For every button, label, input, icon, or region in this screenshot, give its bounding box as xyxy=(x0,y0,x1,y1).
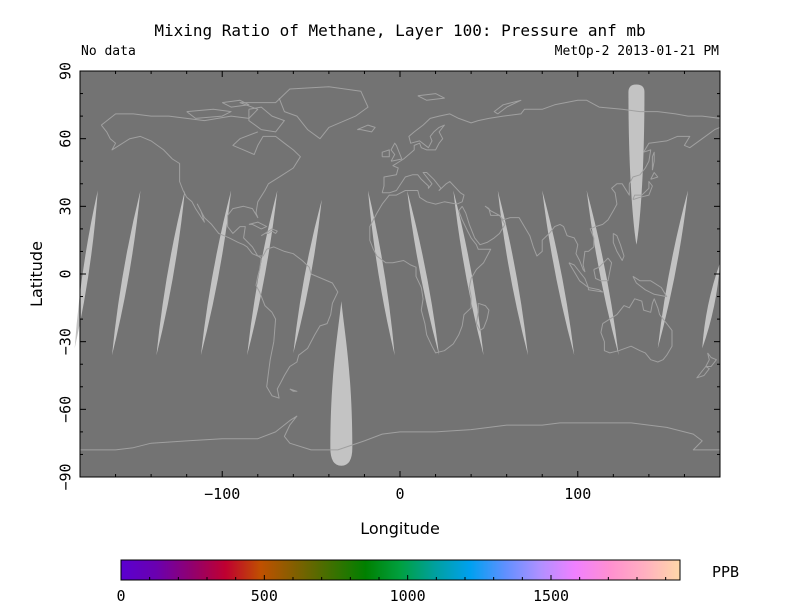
orbit-swath xyxy=(247,190,278,356)
coastline xyxy=(650,172,659,180)
coastline xyxy=(600,298,673,363)
orbit-swath xyxy=(497,190,528,356)
coastline xyxy=(381,99,721,193)
orbit-swath xyxy=(293,199,322,353)
colorbar-tick-label: 1000 xyxy=(390,587,426,605)
x-tick-label: 0 xyxy=(395,485,404,503)
coastline xyxy=(612,232,625,261)
x-tick-label: −100 xyxy=(204,485,240,503)
coastline xyxy=(417,93,445,101)
colorbar-tick-label: 500 xyxy=(251,587,278,605)
coastline xyxy=(100,124,339,399)
colorbar-gradient xyxy=(120,559,681,581)
coastline xyxy=(568,262,589,288)
coastline xyxy=(80,415,720,451)
coastline xyxy=(289,388,298,392)
y-tick-label: 60 xyxy=(57,130,75,148)
coastline xyxy=(461,126,721,273)
orbit-swath xyxy=(407,190,440,356)
x-tick-label: 100 xyxy=(564,485,591,503)
satellite-date-note: MetOp-2 2013-01-21 PM xyxy=(555,44,720,59)
x-axis: −100 0 100 xyxy=(79,71,721,503)
y-tick-label: 30 xyxy=(57,197,75,215)
polar-swath xyxy=(330,301,353,466)
y-axis-label: Latitude xyxy=(27,241,46,307)
coastline xyxy=(390,142,403,162)
orbit-swath xyxy=(586,190,619,356)
orbit-swath xyxy=(112,190,141,356)
y-tick-label: 0 xyxy=(57,269,75,278)
orbit-swath xyxy=(156,190,185,356)
colorbar-tick-label: 0 xyxy=(116,587,125,605)
x-axis-label: Longitude xyxy=(360,519,440,538)
coastline xyxy=(186,108,232,119)
coastline xyxy=(632,181,653,201)
coastline-layer xyxy=(80,86,721,451)
coastline xyxy=(261,228,278,237)
coastline xyxy=(651,151,655,171)
colorbar: 0 500 1000 1500 PPB xyxy=(116,559,739,605)
y-tick-label: −90 xyxy=(57,463,75,490)
coastline xyxy=(100,86,369,140)
y-tick-label: 90 xyxy=(57,62,75,80)
coastline xyxy=(221,99,250,108)
coastline xyxy=(593,257,613,282)
coastline xyxy=(475,302,490,331)
coastline xyxy=(493,99,522,115)
coastline xyxy=(369,172,492,354)
orbit-swath xyxy=(702,262,720,349)
coastline xyxy=(381,149,390,158)
orbit-swath xyxy=(200,190,232,356)
coastline xyxy=(587,287,604,293)
colorbar-ticks: 0 500 1000 1500 xyxy=(116,575,667,605)
coastline xyxy=(632,275,668,298)
polar-swath xyxy=(628,84,645,245)
orbit-swath xyxy=(368,190,395,356)
swath-layer xyxy=(74,84,720,466)
no-data-note: No data xyxy=(81,44,136,59)
coastline xyxy=(705,352,717,367)
coastline xyxy=(248,221,268,230)
orbit-swath xyxy=(657,190,688,349)
y-tick-label: −60 xyxy=(57,396,75,423)
map-panel xyxy=(74,70,721,478)
no-data-background xyxy=(80,71,720,477)
y-axis: −90 −60 −30 0 30 60 90 xyxy=(57,62,720,491)
chart-title: Mixing Ratio of Methane, Layer 100: Pres… xyxy=(154,21,645,40)
colorbar-tick-label: 1500 xyxy=(533,587,569,605)
y-tick-label: −30 xyxy=(57,328,75,355)
coastline xyxy=(357,124,376,133)
coastline xyxy=(696,366,710,379)
coastline xyxy=(248,106,285,133)
colorbar-unit: PPB xyxy=(712,563,739,581)
orbit-swath xyxy=(453,190,484,356)
